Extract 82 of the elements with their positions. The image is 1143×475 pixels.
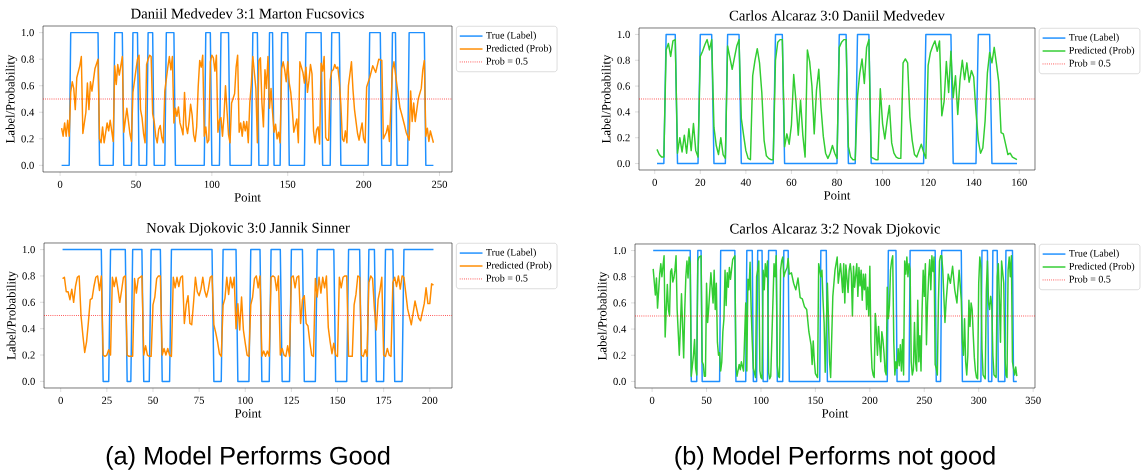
text: (b) Model Performs not good xyxy=(675,446,995,470)
x-tick-label: 160 xyxy=(1012,178,1027,186)
x-axis-title: Point xyxy=(234,193,261,202)
y-tick-label: 0.0 xyxy=(613,377,626,386)
legend-label: True (Label) xyxy=(486,31,536,41)
y-tick-label: 1.0 xyxy=(617,30,630,39)
y-axis-title: Label/Probability xyxy=(6,271,19,360)
chart-title: Carlos Alcaraz 3:0 Daniil Medvedev xyxy=(729,10,945,21)
x-axis-title: Point xyxy=(234,409,262,418)
chart-title: Carlos Alcaraz 3:2 Novak Djokovic xyxy=(730,223,941,237)
x-tick-label: 150 xyxy=(808,396,824,404)
legend-label: Prob = 0.5 xyxy=(486,274,528,282)
x-tick-label: 50 xyxy=(148,396,158,404)
x-tick-label: 100 xyxy=(875,178,891,186)
y-tick-label: 0.2 xyxy=(22,351,35,359)
x-axis-title: Point xyxy=(823,191,851,200)
x-tick-label: 125 xyxy=(284,396,299,404)
y-axis-title: Label/Probability xyxy=(601,54,614,143)
x-tick-label: 75 xyxy=(194,396,205,404)
legend-label: Prob = 0.5 xyxy=(1069,59,1111,67)
x-tick-label: 60 xyxy=(786,178,797,186)
x-tick-label: 300 xyxy=(971,396,987,404)
chart-title: Novak Djokovic 3:0 Jannik Sinner xyxy=(146,222,350,236)
legend-label: True (Label) xyxy=(1069,249,1119,259)
y-tick-label: 0.4 xyxy=(613,325,627,333)
legend-label: Prob = 0.5 xyxy=(486,57,528,65)
y-axis-title: Label/Probability xyxy=(597,271,610,360)
y-tick-label: 0.8 xyxy=(21,55,34,63)
x-tick-label: 0 xyxy=(58,396,63,404)
x-tick-label: 100 xyxy=(204,180,220,188)
y-tick-label: 0.8 xyxy=(617,56,630,64)
x-tick-label: 200 xyxy=(356,180,372,188)
x-tick-label: 200 xyxy=(862,396,878,404)
y-tick-label: 1.0 xyxy=(22,245,35,254)
x-tick-label: 350 xyxy=(1025,396,1041,404)
y-tick-label: 1.0 xyxy=(21,29,34,37)
x-tick-label: 150 xyxy=(280,180,296,188)
text: (a) Model Performs Good xyxy=(106,446,390,470)
x-tick-label: 150 xyxy=(330,396,346,404)
x-tick-label: 120 xyxy=(921,178,936,186)
x-tick-label: 25 xyxy=(101,396,112,404)
y-tick-label: 0.4 xyxy=(22,325,36,333)
legend-label: Predicted (Prob) xyxy=(1069,46,1135,56)
legend-label: Predicted (Prob) xyxy=(486,261,552,271)
y-tick-label: 0.6 xyxy=(617,82,630,90)
y-tick-label: 1.0 xyxy=(613,246,626,255)
y-tick-label: 0.2 xyxy=(613,351,626,359)
x-tick-label: 20 xyxy=(695,178,706,186)
x-tick-label: 200 xyxy=(422,396,438,404)
x-tick-label: 50 xyxy=(701,396,712,404)
x-tick-label: 0 xyxy=(57,180,63,188)
y-tick-label: 0.4 xyxy=(21,108,35,116)
legend-label: True (Label) xyxy=(486,248,536,258)
legend-label: True (Label) xyxy=(1068,33,1119,43)
x-tick-label: 0 xyxy=(652,178,657,186)
x-tick-label: 140 xyxy=(966,178,982,186)
y-tick-label: 0.8 xyxy=(613,273,626,281)
x-tick-label: 0 xyxy=(649,396,655,404)
y-tick-label: 0.2 xyxy=(617,134,630,142)
x-tick-label: 100 xyxy=(238,396,253,404)
y-tick-label: 0.6 xyxy=(21,82,34,90)
y-tick-label: 0.6 xyxy=(22,298,35,306)
y-tick-label: 0.0 xyxy=(22,377,35,386)
x-tick-label: 250 xyxy=(431,180,448,188)
chart-title: Daniil Medvedev 3:1 Marton Fucsovics xyxy=(131,8,364,19)
x-tick-label: 175 xyxy=(376,396,392,404)
y-tick-label: 0.0 xyxy=(21,161,34,169)
x-tick-label: 80 xyxy=(832,178,842,186)
x-tick-label: 250 xyxy=(916,396,932,404)
x-tick-label: 50 xyxy=(131,180,141,188)
x-tick-label: 100 xyxy=(753,396,769,404)
legend-label: Predicted (Prob) xyxy=(1069,262,1135,272)
x-axis-title: Point xyxy=(821,409,849,418)
y-tick-label: 0.8 xyxy=(22,272,35,280)
legend-label: Predicted (Prob) xyxy=(486,44,552,54)
y-tick-label: 0.6 xyxy=(613,299,626,307)
y-axis-title: Label/Probability xyxy=(5,54,18,143)
y-tick-label: 0.0 xyxy=(617,159,630,168)
y-tick-label: 0.2 xyxy=(21,135,34,143)
y-tick-label: 0.4 xyxy=(617,108,631,116)
x-tick-label: 40 xyxy=(740,178,751,186)
legend-label: Prob = 0.5 xyxy=(1069,275,1111,283)
